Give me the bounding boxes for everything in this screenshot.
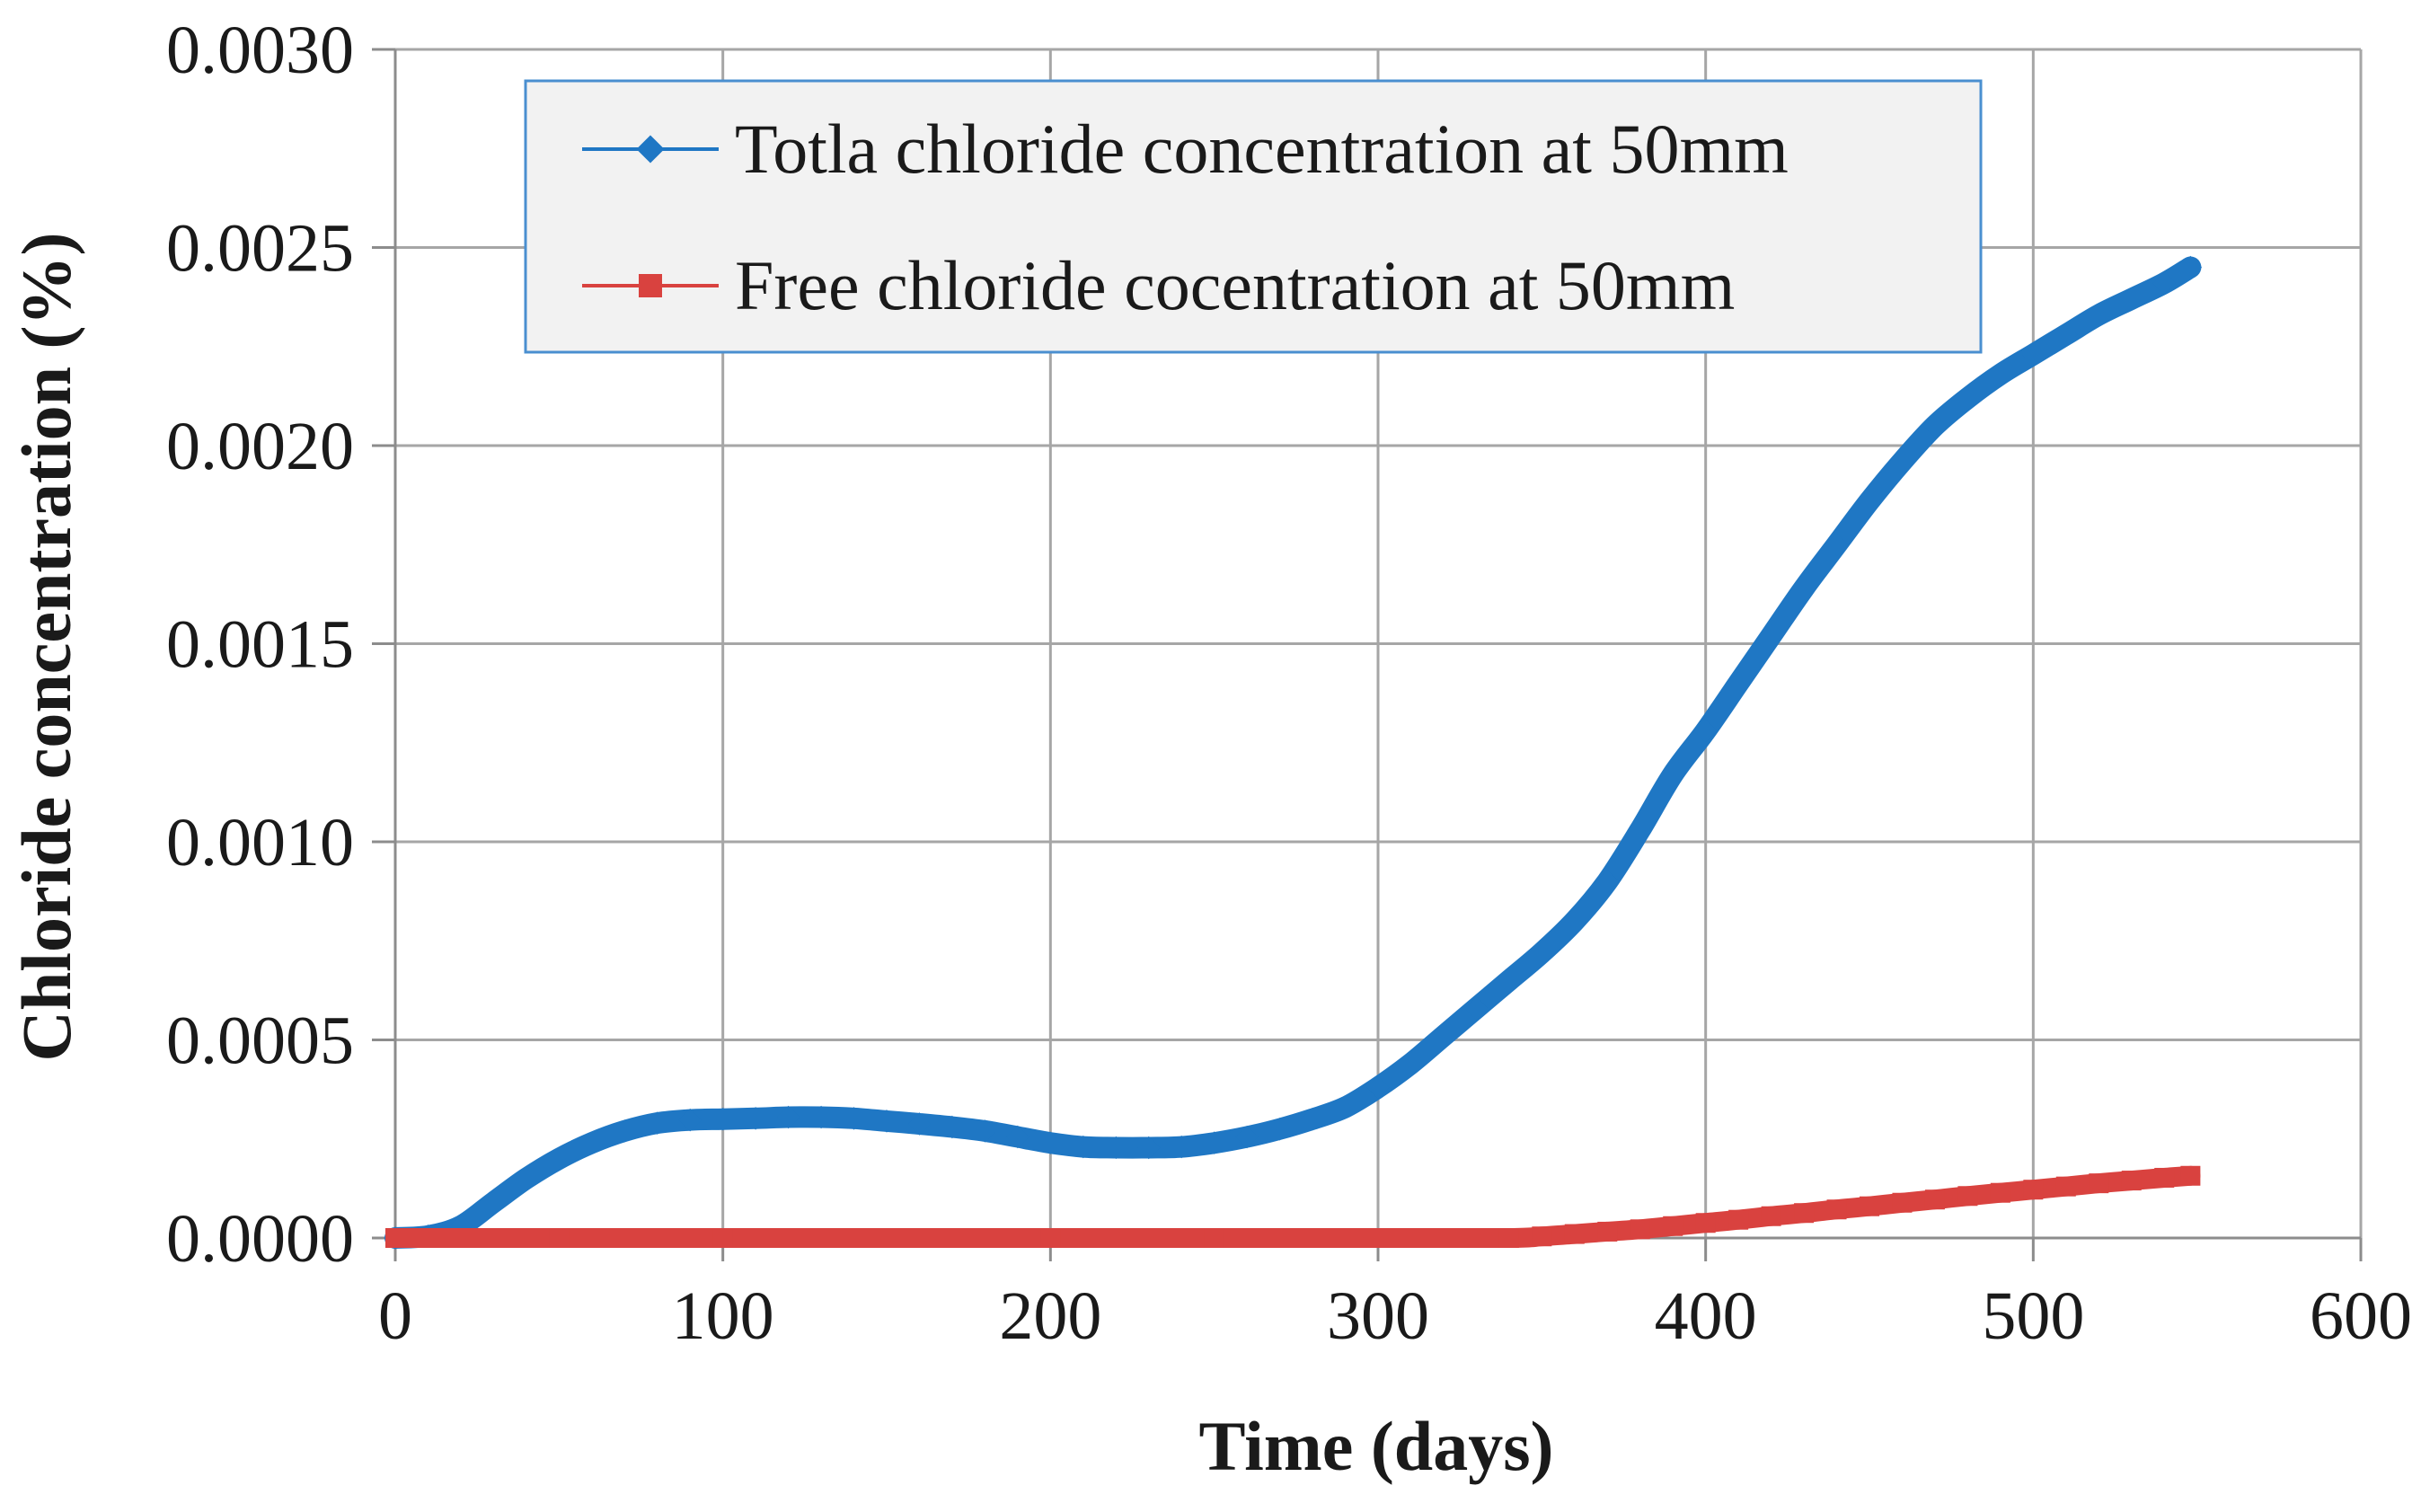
legend-label-total: Totla chloride concentration at 50mm [735,110,1789,188]
data-point-free-chloride [385,1228,405,1248]
data-point-free-chloride [1040,1228,1060,1248]
x-tick-label: 100 [672,1278,774,1354]
chart: 0.0000 0.0005 0.0010 0.0015 0.0020 0.0025 0.00… [0,0,2430,1508]
data-point-free-chloride [713,1228,733,1248]
y-tick-label: 0.0020 [166,409,354,484]
y-tick-label: 0.0025 [166,211,354,287]
y-tick-label: 0.0000 [166,1201,354,1277]
data-point-free-chloride [1762,1207,1781,1226]
data-point-free-chloride [2089,1173,2108,1193]
x-tick-label: 300 [1327,1278,1429,1354]
data-point-free-chloride [1696,1213,1716,1233]
legend: Totla chloride concentration at 50mm Fre… [526,81,1981,352]
y-axis-title: Chloride concentration (%) [7,233,85,1062]
data-point-free-chloride [1991,1183,2010,1203]
chart-canvas: 0.0000 0.0005 0.0010 0.0015 0.0020 0.0025 0.00… [0,0,2430,1508]
legend-marker-free [639,274,662,297]
x-tick-label: 400 [1655,1278,1757,1354]
data-point-free-chloride [1597,1222,1617,1242]
x-axis-title: Time (days) [1198,1407,1553,1485]
y-tick-label: 0.0005 [166,1004,354,1079]
data-point-free-chloride [2180,1166,2200,1186]
data-point-free-chloride [2122,1171,2142,1190]
data-point-free-chloride [1892,1193,1912,1213]
y-tick-label: 0.0010 [166,805,354,880]
data-point-free-chloride [1532,1226,1551,1246]
x-tick-label: 500 [1982,1278,2084,1354]
data-point-free-chloride [2023,1180,2043,1199]
data-point-free-chloride [1957,1186,1977,1206]
legend-label-free: Free chloride cocentration at 50mm [735,246,1735,324]
data-point-free-chloride [1205,1228,1224,1248]
data-point-free-chloride [549,1228,569,1248]
data-point-free-chloride [1499,1228,1519,1248]
x-tick-label: 200 [999,1278,1101,1354]
data-point-free-chloride [877,1228,897,1248]
data-point-free-chloride [2154,1168,2174,1188]
data-point-free-chloride [1630,1219,1650,1239]
y-tick-label: 0.0015 [166,607,354,683]
data-point-free-chloride [1368,1228,1388,1248]
data-point-free-chloride [1728,1210,1748,1230]
x-tick-label: 0 [378,1278,412,1354]
data-point-free-chloride [2056,1177,2076,1197]
data-point-free-chloride [1663,1216,1683,1236]
data-point-free-chloride [1565,1225,1585,1244]
x-tick-label: 600 [2310,1278,2412,1354]
data-point-free-chloride [1794,1203,1814,1223]
data-point-free-chloride [1860,1197,1879,1216]
data-point-free-chloride [1925,1189,1945,1209]
y-tick-label: 0.0030 [166,13,354,88]
data-point-free-chloride [1827,1199,1847,1219]
